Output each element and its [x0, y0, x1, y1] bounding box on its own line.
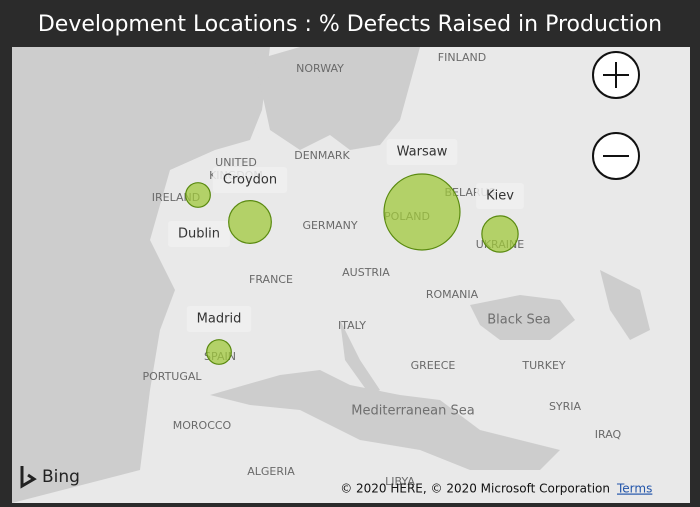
map-label: NORWAY: [296, 62, 344, 75]
bubble: [383, 173, 461, 251]
map-label: DENMARK: [294, 149, 350, 162]
map-label: FRANCE: [249, 273, 293, 286]
city-label: Madrid: [197, 312, 242, 327]
terms-link[interactable]: Terms: [616, 482, 652, 496]
label-background: [386, 139, 458, 165]
map-label: ALGERIA: [247, 465, 295, 478]
bubble: [481, 215, 519, 253]
map-label: SYRIA: [549, 400, 582, 413]
label-background: [168, 221, 230, 247]
map: [12, 47, 690, 503]
zoom-in-icon: [603, 62, 629, 88]
map-label: ROMANIA: [426, 288, 479, 301]
map-label: AUSTRIA: [342, 266, 390, 279]
map-label: ITALY: [338, 319, 366, 332]
copyright: © 2020 HERE, © 2020 Microsoft Corporatio…: [340, 482, 610, 496]
city-label: Kiev: [486, 189, 514, 204]
city-label: Warsaw: [397, 145, 448, 160]
map-label: LIBYA: [385, 475, 415, 488]
map-label: GREECE: [411, 359, 456, 372]
map-label: MOROCCO: [173, 419, 232, 432]
bing-logo: Bing: [42, 467, 80, 487]
label-background: [212, 167, 288, 193]
map-label: GERMANY: [302, 219, 357, 232]
map-label: PORTUGAL: [142, 370, 202, 383]
title: Development Locations : % Defects Raised…: [38, 12, 662, 37]
map-label: FINLAND: [438, 51, 486, 64]
map-label: Black Sea: [487, 313, 551, 328]
map-label: Mediterranean Sea: [351, 404, 474, 419]
map-label: TURKEY: [521, 359, 566, 372]
bing-icon: [20, 466, 37, 489]
label-background: [186, 306, 252, 332]
bubble: [228, 200, 272, 244]
map-label: IRAQ: [595, 428, 622, 441]
map-label: UNITED: [215, 156, 257, 169]
city-label: Croydon: [223, 173, 277, 188]
bubble: [206, 339, 232, 365]
label-background: [476, 183, 524, 209]
bubble: [185, 182, 211, 208]
city-label: Dublin: [178, 227, 220, 242]
